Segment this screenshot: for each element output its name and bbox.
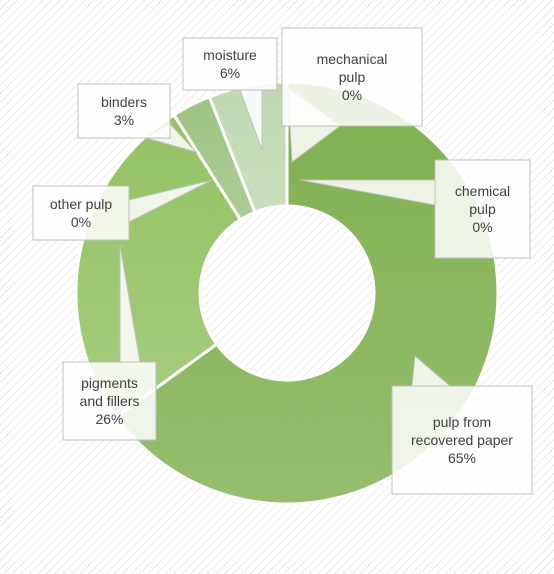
data-label-chemical-pulp: chemical pulp 0% (455, 183, 510, 235)
callout-binders: binders 3% (77, 83, 198, 153)
data-label-value: 26% (95, 411, 123, 427)
callout-box-mechanical-pulp (281, 27, 423, 127)
data-label-category: chemical (455, 183, 510, 199)
data-label-value: 3% (114, 112, 134, 128)
callouts-layer: pulp from recovered paper 65% pigments and f… (32, 27, 533, 495)
callout-pigments-and-fillers: pigments and fillers 26% (62, 244, 157, 441)
data-label-binders: binders 3% (101, 94, 147, 128)
callout-box-chemical-pulp (434, 159, 531, 259)
callout-box-pulp-from-recovered-paper (391, 385, 533, 495)
callout-box-moisture (182, 37, 278, 91)
data-label-category: recovered paper (411, 432, 513, 448)
data-label-category: pulp (469, 201, 496, 217)
data-label-category: binders (101, 94, 147, 110)
data-label-category: pulp from (433, 414, 491, 430)
data-label-category: pigments (81, 375, 138, 391)
data-label-pigments-and-fillers: pigments and fillers 26% (80, 375, 140, 427)
data-label-mechanical-pulp: mechanical pulp 0% (317, 51, 388, 103)
callout-box-binders (77, 83, 171, 139)
callout-box-pigments-and-fillers (62, 361, 157, 441)
data-label-other-pulp: other pulp 0% (50, 196, 112, 230)
data-label-value: 6% (220, 65, 240, 81)
data-label-value: 0% (472, 219, 492, 235)
data-label-moisture: moisture 6% (203, 47, 257, 81)
callout-mechanical-pulp: mechanical pulp 0% (281, 27, 423, 163)
data-label-pulp-from-recovered-paper: pulp from recovered paper 65% (411, 414, 513, 466)
data-label-value: 0% (342, 87, 362, 103)
data-label-value: 0% (71, 214, 91, 230)
data-label-category: moisture (203, 47, 257, 63)
callout-chemical-pulp: chemical pulp 0% (299, 159, 531, 259)
data-label-category: and fillers (80, 393, 140, 409)
data-label-category: mechanical (317, 51, 388, 67)
data-label-category: other pulp (50, 196, 112, 212)
callout-moisture: moisture 6% (182, 37, 278, 151)
callout-box-other-pulp (32, 185, 130, 241)
data-label-category: pulp (339, 69, 366, 85)
callout-pulp-from-recovered-paper: pulp from recovered paper 65% (391, 354, 533, 495)
callout-other-pulp: other pulp 0% (32, 179, 213, 241)
data-label-value: 65% (448, 450, 476, 466)
